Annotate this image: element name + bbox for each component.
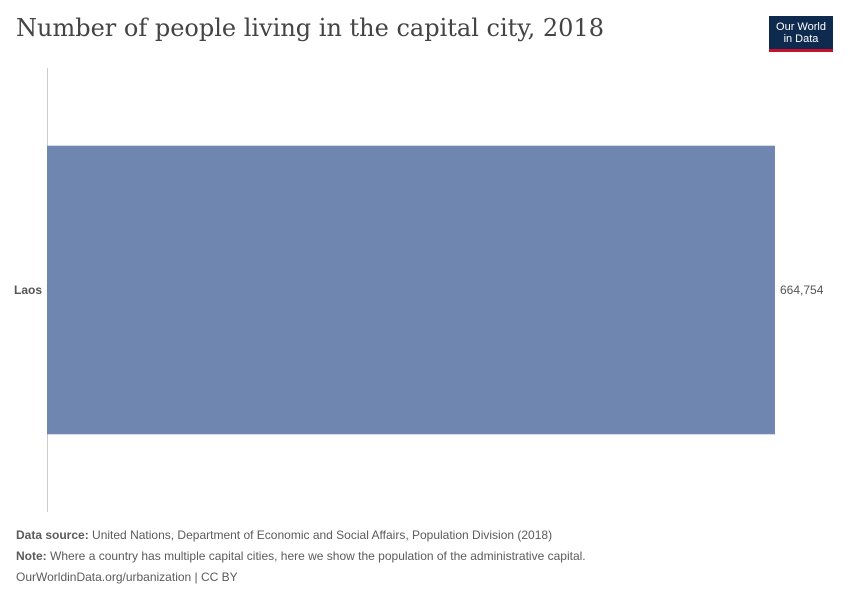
source-text: United Nations, Department of Economic a… bbox=[92, 528, 553, 542]
category-label: Laos bbox=[14, 283, 42, 297]
bar-chart: Laos 664,754 bbox=[14, 68, 824, 512]
owid-logo[interactable]: Our World in Data bbox=[769, 16, 833, 52]
footer-url[interactable]: OurWorldinData.org/urbanization | CC BY bbox=[16, 570, 238, 584]
bar-laos[interactable] bbox=[47, 145, 775, 435]
source-label: Data source: bbox=[16, 528, 89, 542]
note-label: Note: bbox=[16, 549, 47, 563]
logo-line-1: Our World bbox=[776, 21, 826, 33]
note-text: Where a country has multiple capital cit… bbox=[50, 549, 586, 563]
footer-note: Note: Where a country has multiple capit… bbox=[16, 549, 586, 563]
value-label: 664,754 bbox=[780, 283, 824, 297]
bars-group: Laos 664,754 bbox=[14, 145, 824, 435]
chart-title: Number of people living in the capital c… bbox=[16, 14, 604, 42]
logo-line-2: in Data bbox=[783, 33, 819, 45]
footer-source: Data source: United Nations, Department … bbox=[16, 528, 552, 542]
